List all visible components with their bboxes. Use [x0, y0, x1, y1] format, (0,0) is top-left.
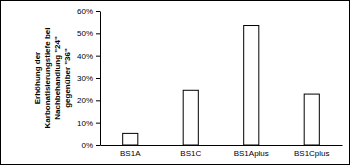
y-tick-label: 50%: [77, 29, 93, 38]
y-tick: 10%: [77, 119, 100, 128]
y-tick-mark: [96, 78, 100, 79]
bar: [244, 26, 259, 145]
y-tick-label: 0%: [81, 141, 93, 150]
y-tick-mark: [96, 11, 100, 12]
x-tick: BS1Aplus: [234, 145, 269, 158]
y-axis: 0% 10% 20% 30% 40% 50% 60%: [77, 7, 101, 150]
x-tick: BS1C: [180, 145, 201, 158]
y-axis-title-line: Erhöhung der: [33, 52, 42, 104]
x-axis: BS1A BS1C BS1Aplus BS1Cplus: [101, 145, 343, 158]
x-tick-label: BS1Cplus: [294, 149, 330, 158]
bar: [304, 94, 319, 145]
x-tick-label: BS1Aplus: [234, 149, 269, 158]
y-tick: 20%: [77, 96, 100, 105]
y-tick-label: 40%: [77, 52, 93, 61]
y-tick-mark: [96, 56, 100, 57]
x-tick-label: BS1A: [120, 149, 141, 158]
y-axis-title-line: Karbonatisierungstiefe bei: [43, 28, 52, 129]
y-tick: 0%: [81, 141, 100, 150]
x-tick: BS1A: [120, 145, 141, 158]
y-axis-title-line: Nachbehandlung "24": [53, 36, 62, 120]
y-axis-line: [100, 12, 101, 146]
plot: 0% 10% 20% 30% 40% 50% 60% BS1A BS1C BS1Aplus BS1C…: [77, 7, 343, 158]
y-tick-label: 10%: [77, 119, 93, 128]
bar: [123, 133, 138, 145]
x-tick: BS1Cplus: [294, 145, 330, 158]
chart: 0% 10% 20% 30% 40% 50% 60% BS1A BS1C BS1Aplus BS1C…: [0, 0, 350, 165]
y-tick-mark: [96, 123, 100, 124]
y-tick: 30%: [77, 74, 100, 83]
y-tick-mark: [96, 33, 100, 34]
y-tick-label: 20%: [77, 96, 93, 105]
y-tick-label: 30%: [77, 74, 93, 83]
y-axis-title-line: gegenüber "36": [63, 48, 72, 108]
y-tick: 50%: [77, 29, 100, 38]
y-tick: 40%: [77, 52, 100, 61]
y-tick: 60%: [77, 7, 100, 16]
bar: [183, 90, 198, 145]
y-tick-mark: [96, 145, 100, 146]
y-axis-title: Erhöhung derKarbonatisierungstiefe beiNa…: [33, 28, 72, 129]
x-axis-line: [101, 145, 343, 146]
x-tick-label: BS1C: [180, 149, 201, 158]
bars: [123, 26, 320, 145]
y-tick-mark: [96, 100, 100, 101]
frame: [1, 1, 350, 165]
y-tick-label: 60%: [77, 7, 93, 16]
